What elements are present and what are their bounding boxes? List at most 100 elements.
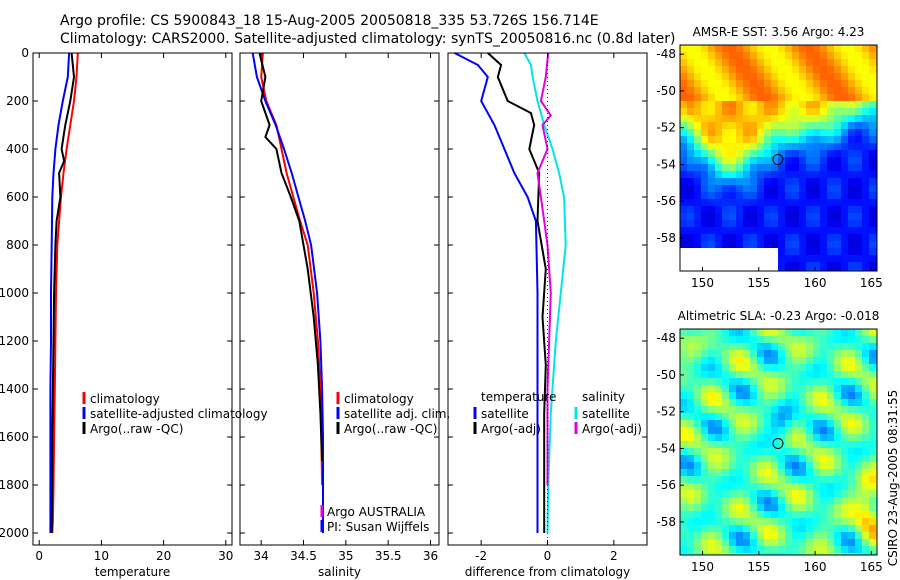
map-cell (827, 143, 834, 150)
map-cell (743, 122, 750, 129)
map-cell (771, 329, 778, 336)
map-cell (764, 329, 771, 336)
map-cell (785, 164, 792, 171)
map-cell (813, 392, 820, 399)
map-cell (764, 150, 771, 157)
map-cell (834, 553, 841, 555)
map-cell (743, 497, 750, 504)
map-cell (799, 122, 806, 129)
map-cell (778, 136, 785, 143)
map-cell (722, 343, 729, 350)
map-cell (715, 255, 722, 262)
map-cell (799, 532, 806, 539)
map-cell (869, 115, 876, 122)
map-cell (722, 385, 729, 392)
map-cell (694, 399, 701, 406)
map-cell (764, 199, 771, 206)
map-cell (771, 357, 778, 364)
map-cell (729, 427, 736, 434)
map-cell (743, 59, 750, 66)
map-cell (834, 490, 841, 497)
map-cell (813, 101, 820, 108)
map-cell (715, 455, 722, 462)
map-cell (862, 413, 869, 420)
map-cell (799, 269, 806, 271)
map-cell (715, 441, 722, 448)
map-cell (834, 399, 841, 406)
map-cell (764, 427, 771, 434)
map-cell (827, 185, 834, 192)
map-cell (813, 427, 820, 434)
x-tick-label: 160 (804, 560, 827, 574)
map-cell (757, 164, 764, 171)
map-cell (715, 357, 722, 364)
map-cell (869, 192, 876, 199)
map-cell (750, 136, 757, 143)
map-cell (757, 511, 764, 518)
map-cell (785, 269, 792, 271)
map-cell (764, 532, 771, 539)
map-cell (848, 122, 855, 129)
map-cell (834, 192, 841, 199)
map-cell (799, 546, 806, 553)
map-cell (862, 357, 869, 364)
map-cell (750, 206, 757, 213)
x-tick-label: 36 (423, 549, 438, 563)
map-cell (694, 448, 701, 455)
map-cell (799, 136, 806, 143)
map-cell (792, 122, 799, 129)
map-cell (771, 129, 778, 136)
map-cell (701, 129, 708, 136)
map-cell (785, 185, 792, 192)
map-cell (855, 192, 862, 199)
map-cell (771, 227, 778, 234)
map-cell (750, 143, 757, 150)
map-cell (715, 392, 722, 399)
map-cell (855, 199, 862, 206)
map-cell (869, 87, 876, 94)
map-cell (827, 213, 834, 220)
map-cell (680, 399, 687, 406)
map-cell (757, 129, 764, 136)
map-cell (827, 392, 834, 399)
map-cell (694, 150, 701, 157)
map-cell (729, 525, 736, 532)
map-cell (722, 504, 729, 511)
map-cell (778, 371, 785, 378)
map-cell (729, 94, 736, 101)
map-cell (708, 220, 715, 227)
map-cell (827, 248, 834, 255)
map-cell (792, 255, 799, 262)
map-cell (841, 546, 848, 553)
map-cell (694, 371, 701, 378)
map-cell (785, 241, 792, 248)
map-cell (757, 248, 764, 255)
map-cell (778, 336, 785, 343)
map-cell (834, 206, 841, 213)
map-cell (701, 52, 708, 59)
map-cell (694, 504, 701, 511)
map-cell (806, 385, 813, 392)
map-cell (785, 52, 792, 59)
map-cell (848, 171, 855, 178)
map-cell (813, 255, 820, 262)
map-cell (869, 504, 876, 511)
map-cell (862, 115, 869, 122)
map-cell (813, 262, 820, 269)
map-cell (764, 392, 771, 399)
map-cell (813, 385, 820, 392)
map-cell (708, 45, 715, 52)
map-cell (687, 45, 694, 52)
map-cell (806, 378, 813, 385)
map-cell (820, 504, 827, 511)
map-cell (841, 336, 848, 343)
map-cell (687, 364, 694, 371)
map-cell (778, 143, 785, 150)
map-cell (757, 255, 764, 262)
map-cell (750, 406, 757, 413)
map-cell (701, 539, 708, 546)
map-cell (687, 518, 694, 525)
x-tick-label: 150 (691, 276, 714, 290)
map-cell (701, 343, 708, 350)
map-cell (862, 378, 869, 385)
